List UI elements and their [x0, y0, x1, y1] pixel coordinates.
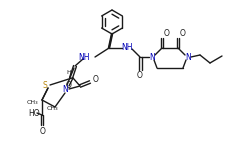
Text: O: O [180, 30, 186, 38]
Text: O: O [66, 80, 72, 90]
Text: O: O [93, 76, 99, 84]
Text: N: N [185, 52, 191, 62]
Text: O: O [40, 127, 46, 135]
Text: O: O [164, 30, 170, 38]
Text: H: H [67, 70, 71, 76]
Text: HO: HO [28, 108, 40, 118]
Text: N: N [62, 84, 68, 93]
Text: NH: NH [79, 52, 90, 62]
Text: N: N [149, 52, 155, 62]
Text: CH₃: CH₃ [47, 106, 59, 111]
Text: NH: NH [121, 42, 133, 52]
Text: CH₃: CH₃ [26, 100, 38, 104]
Text: S: S [43, 80, 47, 90]
Text: O: O [137, 72, 143, 80]
